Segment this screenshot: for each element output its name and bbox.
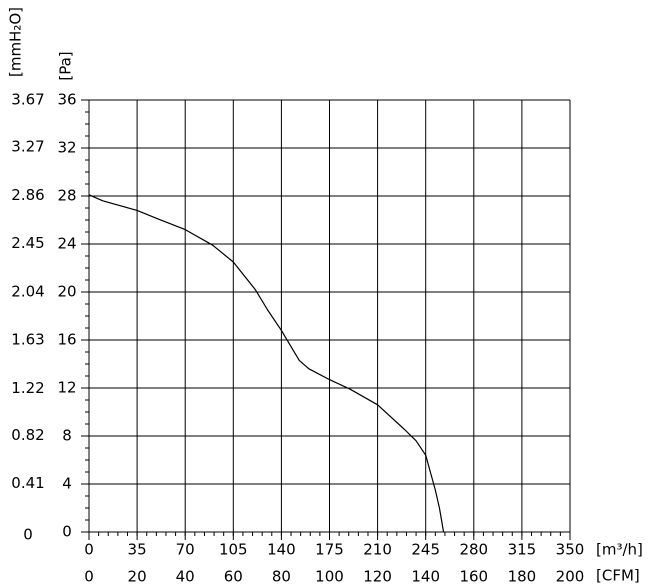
y-tick-label: 12 — [57, 379, 76, 397]
y2-tick-label: 3.67 — [11, 91, 44, 109]
y-tick-label: 28 — [57, 187, 76, 205]
x-axis-label: [m³/h] — [596, 541, 643, 559]
y2-tick-label: 0 — [23, 526, 33, 544]
x-tick-label: 175 — [315, 541, 344, 559]
x-tick-label: 0 — [84, 541, 94, 559]
x2-tick-label: 200 — [556, 568, 585, 586]
x2-tick-label: 180 — [508, 568, 537, 586]
x-tick-label: 210 — [363, 541, 392, 559]
x-tick-label: 35 — [128, 541, 147, 559]
y-tick-label: 32 — [57, 139, 76, 157]
x-tick-label: 350 — [556, 541, 585, 559]
x2-tick-label: 160 — [459, 568, 488, 586]
y2-tick-label: 2.45 — [11, 234, 44, 252]
x-tick-label: 140 — [267, 541, 296, 559]
y-tick-label: 0 — [62, 523, 72, 541]
x-tick-label: 105 — [219, 541, 248, 559]
y-tick-label: 36 — [57, 91, 76, 109]
y-tick-label: 20 — [57, 283, 76, 301]
y2-tick-label: 1.63 — [11, 331, 44, 349]
y2-tick-label: 3.27 — [11, 138, 44, 156]
x2-tick-label: 40 — [176, 568, 195, 586]
y-tick-label: 16 — [57, 331, 76, 349]
y2-axis-label: [mmH₂O] — [7, 7, 25, 77]
y-tick-label: 24 — [57, 235, 76, 253]
x2-tick-label: 100 — [315, 568, 344, 586]
x-tick-label: 70 — [176, 541, 195, 559]
y2-tick-label: 2.86 — [11, 186, 44, 204]
x2-axis-label: [CFM] — [596, 567, 640, 585]
y2-tick-label: 2.04 — [11, 282, 44, 300]
x-tick-label: 245 — [411, 541, 440, 559]
x2-tick-label: 140 — [411, 568, 440, 586]
curve — [88, 194, 445, 533]
x2-tick-label: 0 — [84, 568, 94, 586]
y-tick-label: 8 — [62, 427, 72, 445]
y-tick-label: 4 — [62, 475, 72, 493]
x-tick-label: 315 — [508, 541, 537, 559]
x2-tick-label: 80 — [272, 568, 291, 586]
x2-tick-label: 20 — [128, 568, 147, 586]
y2-tick-label: 0.41 — [11, 474, 44, 492]
x-tick-label: 280 — [459, 541, 488, 559]
x2-tick-label: 60 — [224, 568, 243, 586]
y2-tick-label: 1.22 — [11, 379, 44, 397]
x2-tick-label: 120 — [363, 568, 392, 586]
y-axis-label: [Pa] — [57, 51, 75, 80]
y2-tick-label: 0.82 — [11, 426, 44, 444]
